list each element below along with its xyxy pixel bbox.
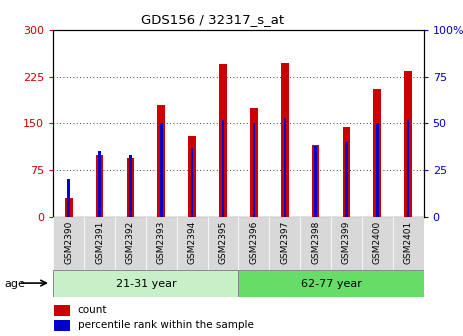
Bar — [250, 108, 258, 217]
Text: percentile rank within the sample: percentile rank within the sample — [78, 321, 254, 330]
Bar — [404, 71, 412, 217]
Text: GSM2391: GSM2391 — [95, 221, 104, 264]
Text: GDS156 / 32317_s_at: GDS156 / 32317_s_at — [141, 13, 285, 26]
Bar — [68, 179, 70, 217]
Text: 21-31 year: 21-31 year — [116, 279, 176, 289]
Text: GSM2398: GSM2398 — [311, 221, 320, 264]
Text: GSM2397: GSM2397 — [280, 221, 289, 264]
Bar — [115, 217, 146, 270]
Bar — [312, 145, 319, 217]
Bar — [393, 217, 424, 270]
Bar — [376, 124, 379, 217]
Bar — [188, 136, 196, 217]
Bar — [300, 217, 331, 270]
Text: GSM2401: GSM2401 — [404, 221, 413, 264]
Text: GSM2399: GSM2399 — [342, 221, 351, 264]
Text: GSM2394: GSM2394 — [188, 221, 197, 264]
Text: 62-77 year: 62-77 year — [300, 279, 362, 289]
Bar — [238, 217, 269, 270]
Bar — [207, 217, 238, 270]
Bar — [157, 105, 165, 217]
Bar — [238, 270, 424, 297]
Text: GSM2400: GSM2400 — [373, 221, 382, 264]
Text: GSM2395: GSM2395 — [219, 221, 227, 264]
Bar — [269, 217, 300, 270]
Bar — [129, 155, 131, 217]
Bar — [219, 65, 227, 217]
Bar — [54, 320, 70, 331]
Bar — [314, 146, 317, 217]
Text: GSM2393: GSM2393 — [157, 221, 166, 264]
Bar — [177, 217, 207, 270]
Text: count: count — [78, 305, 107, 315]
Text: GSM2396: GSM2396 — [250, 221, 258, 264]
Bar — [374, 89, 381, 217]
Bar — [222, 120, 224, 217]
Bar — [362, 217, 393, 270]
Bar — [253, 124, 255, 217]
Bar — [283, 118, 286, 217]
Bar — [98, 152, 101, 217]
Bar — [191, 148, 194, 217]
Bar — [345, 142, 348, 217]
Text: age: age — [5, 279, 25, 289]
Bar — [53, 270, 238, 297]
Text: GSM2390: GSM2390 — [64, 221, 73, 264]
Text: GSM2392: GSM2392 — [126, 221, 135, 264]
Bar — [281, 62, 288, 217]
Bar — [146, 217, 177, 270]
Bar — [65, 198, 73, 217]
Bar — [343, 127, 350, 217]
Bar — [96, 155, 103, 217]
Bar — [407, 120, 409, 217]
Bar — [331, 217, 362, 270]
Bar — [53, 217, 84, 270]
Bar — [84, 217, 115, 270]
Bar — [54, 304, 70, 316]
Bar — [160, 124, 163, 217]
Bar — [126, 158, 134, 217]
